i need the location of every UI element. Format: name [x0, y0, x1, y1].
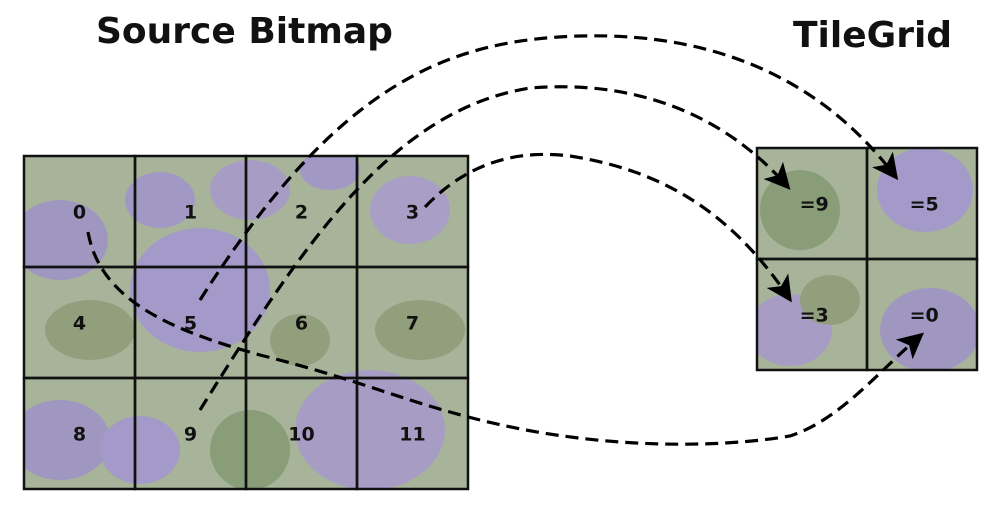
tilegrid: =9 =5 =3 =0: [755, 146, 979, 372]
tilegrid-cell-labels: =9 =5 =3 =0: [800, 194, 939, 327]
arrow-tile-0-to-cell-3: [86, 231, 924, 446]
source-tile-label: 11: [399, 424, 425, 446]
tilegrid-cell-label: =3: [800, 305, 829, 327]
tilegrid-title: TileGrid: [793, 15, 953, 56]
source-tile-label: 5: [184, 313, 197, 335]
tilegrid-grid: [755, 146, 979, 372]
source-tile-label: 6: [295, 313, 308, 335]
source-bitmap-title: Source Bitmap: [96, 11, 393, 52]
source-tile-label: 3: [406, 202, 419, 224]
source-tile-label: 2: [295, 202, 308, 224]
source-tile-label: 4: [73, 313, 86, 335]
arrow-tile-9-to-cell-0: [198, 85, 791, 411]
source-tile-labels: 0 1 2 3 4 5 6 7 8 9 10 11: [73, 202, 426, 446]
source-bitmap: 0 1 2 3 4 5 6 7 8 9 10 11: [22, 154, 470, 491]
source-tile-label: 8: [73, 424, 86, 446]
source-tile-label: 10: [288, 424, 314, 446]
source-tile-label: 1: [184, 202, 197, 224]
source-tile-label: 9: [184, 424, 197, 446]
source-bitmap-grid: [22, 154, 470, 491]
source-tile-11: [355, 376, 470, 491]
source-tile-label: 7: [406, 313, 419, 335]
tilegrid-cell-label: =5: [910, 194, 939, 216]
tilegrid-cell-3: [865, 257, 979, 372]
source-tile-label: 0: [73, 202, 86, 224]
tilegrid-cell-label: =0: [910, 305, 939, 327]
tilegrid-cell-label: =9: [800, 194, 829, 216]
arrow-tile-5-to-cell-1: [198, 34, 899, 301]
arrow-tile-3-to-cell-2: [423, 152, 792, 303]
